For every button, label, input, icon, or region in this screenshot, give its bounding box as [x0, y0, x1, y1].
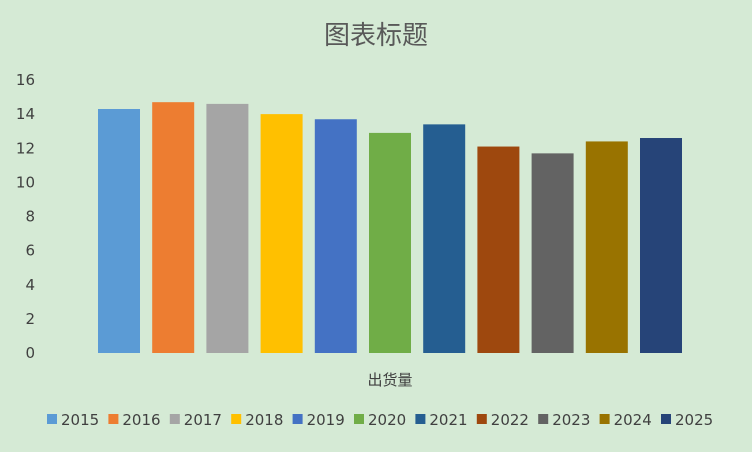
y-tick-label: 2 — [25, 310, 35, 328]
y-tick-label: 4 — [25, 276, 35, 294]
legend-label-2018: 2018 — [245, 411, 283, 429]
bar-2016 — [152, 102, 195, 354]
y-axis-ticks: 0 2 4 6 8 10 12 14 16 — [16, 71, 35, 362]
bar-2025 — [640, 138, 682, 353]
y-tick-label: 12 — [16, 139, 35, 157]
legend: 2015 2016 2017 2018 2019 2020 2021 2022 2023 2024… — [47, 411, 713, 429]
bar-2015 — [98, 109, 140, 353]
legend-swatch-2024 — [599, 414, 610, 424]
legend-label-2022: 2022 — [491, 411, 529, 429]
y-tick-label: 8 — [25, 208, 35, 226]
y-tick-label: 6 — [25, 242, 35, 260]
legend-label-2025: 2025 — [675, 411, 713, 429]
legend-label-2016: 2016 — [122, 411, 160, 429]
legend-swatch-2018 — [231, 414, 242, 424]
legend-swatch-2015 — [47, 414, 57, 424]
legend-label-2021: 2021 — [429, 411, 467, 429]
legend-swatch-2023 — [538, 414, 549, 424]
y-tick-label: 16 — [16, 71, 35, 89]
bar-2022 — [477, 146, 520, 353]
bar-2018 — [260, 114, 303, 353]
legend-swatch-2016 — [108, 414, 119, 424]
legend-swatch-2021 — [415, 414, 426, 424]
legend-label-2024: 2024 — [614, 411, 652, 429]
legend-swatch-2025 — [661, 414, 671, 424]
legend-label-2015: 2015 — [61, 411, 99, 429]
legend-label-2017: 2017 — [184, 411, 222, 429]
bar-2023 — [531, 153, 574, 353]
legend-label-2023: 2023 — [552, 411, 590, 429]
bar-group — [98, 102, 682, 354]
y-tick-label: 10 — [16, 173, 35, 191]
legend-swatch-2019 — [292, 414, 303, 424]
legend-swatch-2022 — [476, 414, 487, 424]
legend-swatch-2020 — [354, 414, 364, 424]
bar-2020 — [369, 132, 411, 353]
chart-title: 图表标题 — [324, 21, 428, 51]
bar-2024 — [585, 141, 628, 353]
bar-2019 — [314, 119, 357, 354]
legend-label-2020: 2020 — [368, 411, 406, 429]
y-tick-label: 0 — [25, 344, 35, 362]
legend-label-2019: 2019 — [307, 411, 345, 429]
x-axis-label: 出货量 — [367, 371, 412, 389]
bar-2021 — [423, 124, 466, 353]
bar-2017 — [206, 103, 249, 353]
y-tick-label: 14 — [16, 105, 35, 123]
legend-swatch-2017 — [169, 414, 180, 424]
